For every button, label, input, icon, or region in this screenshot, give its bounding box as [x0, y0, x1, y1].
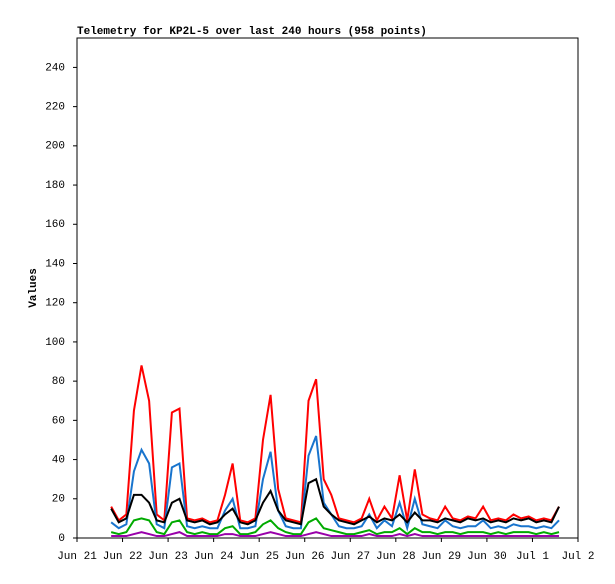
y-tick-label: 140	[45, 258, 65, 270]
y-tick-label: 220	[45, 102, 65, 114]
series-line	[110, 477, 560, 526]
series-line	[111, 531, 560, 538]
chart-title: Telemetry for KP2L-5 over last 240 hours…	[77, 26, 427, 38]
x-tick-label: Jun 23	[148, 551, 188, 563]
y-tick-label: 240	[45, 62, 65, 74]
x-tick-label: Jul 1	[516, 551, 549, 563]
x-tick-label: Jun 21	[57, 551, 97, 563]
series-line	[110, 435, 560, 532]
x-tick-label: Jun 29	[422, 551, 462, 563]
plot-frame	[76, 37, 579, 539]
x-tick-label: Jun 24	[194, 551, 234, 563]
y-tick-label: 180	[45, 180, 65, 192]
series-line	[110, 365, 560, 524]
y-tick-label: 200	[45, 141, 65, 153]
y-tick-label: 40	[52, 454, 65, 466]
y-tick-label: 20	[52, 494, 65, 506]
x-tick-label: Jun 22	[103, 551, 143, 563]
y-tick-label: 160	[45, 219, 65, 231]
x-tick-label: Jun 27	[330, 551, 370, 563]
x-tick-label: Jun 25	[239, 551, 279, 563]
x-tick-label: Jun 28	[376, 551, 416, 563]
y-tick-label: 120	[45, 298, 65, 310]
y-axis-label: Values	[28, 268, 40, 308]
y-tick-label: 0	[58, 533, 65, 545]
x-tick-label: Jun 30	[467, 551, 507, 563]
x-tick-label: Jun 26	[285, 551, 325, 563]
y-tick-label: 100	[45, 337, 65, 349]
y-tick-label: 60	[52, 415, 65, 427]
y-tick-label: 80	[52, 376, 65, 388]
series-line	[110, 517, 560, 536]
x-tick-label: Jul 2	[561, 551, 594, 563]
